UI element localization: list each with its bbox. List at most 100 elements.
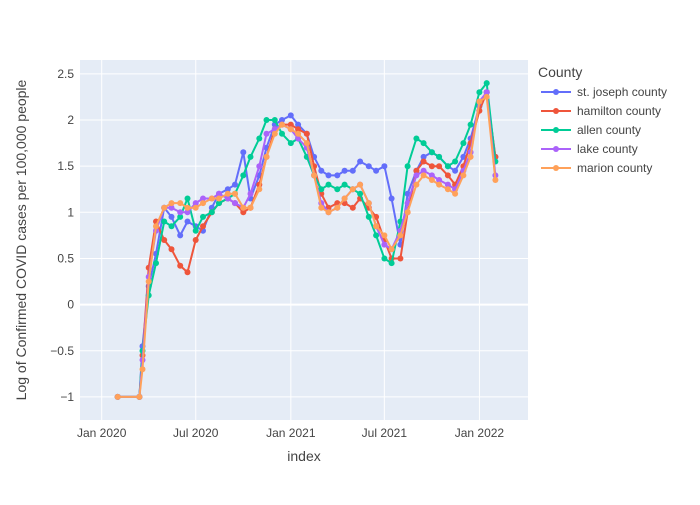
data-point[interactable] [247, 204, 254, 211]
data-point[interactable] [349, 204, 356, 211]
data-point[interactable] [263, 117, 270, 123]
data-point[interactable] [413, 167, 420, 174]
data-point[interactable] [247, 190, 254, 197]
data-point[interactable] [263, 153, 270, 160]
data-point[interactable] [325, 209, 332, 216]
data-point[interactable] [413, 181, 420, 188]
data-point[interactable] [436, 153, 443, 160]
data-point[interactable] [256, 135, 263, 142]
series-4[interactable] [114, 93, 499, 400]
data-point[interactable] [341, 181, 348, 188]
data-point[interactable] [153, 223, 159, 230]
data-point[interactable] [184, 218, 191, 225]
data-point[interactable] [325, 172, 332, 179]
data-point[interactable] [357, 190, 364, 197]
data-point[interactable] [240, 209, 247, 216]
data-point[interactable] [114, 393, 121, 400]
data-point[interactable] [428, 172, 435, 179]
data-point[interactable] [192, 200, 199, 207]
data-point[interactable] [271, 117, 278, 123]
data-point[interactable] [208, 195, 215, 202]
data-point[interactable] [373, 167, 380, 174]
data-point[interactable] [444, 172, 451, 179]
data-point[interactable] [303, 130, 310, 137]
data-point[interactable] [208, 209, 215, 216]
data-point[interactable] [153, 260, 159, 267]
data-point[interactable] [476, 98, 483, 105]
data-point[interactable] [287, 140, 294, 147]
legend-item[interactable]: hamilton county [541, 104, 661, 118]
data-point[interactable] [287, 112, 294, 119]
data-point[interactable] [184, 195, 191, 202]
data-point[interactable] [357, 181, 364, 188]
data-point[interactable] [381, 163, 388, 170]
data-point[interactable] [318, 167, 325, 174]
data-point[interactable] [397, 232, 404, 239]
data-point[interactable] [334, 186, 341, 193]
data-point[interactable] [184, 204, 191, 211]
data-point[interactable] [349, 186, 356, 193]
data-point[interactable] [161, 204, 168, 211]
data-point[interactable] [483, 93, 490, 100]
data-point[interactable] [161, 218, 168, 225]
data-point[interactable] [467, 153, 474, 160]
data-point[interactable] [420, 172, 427, 179]
data-point[interactable] [256, 186, 263, 193]
data-point[interactable] [168, 223, 175, 230]
data-point[interactable] [397, 255, 404, 262]
data-point[interactable] [318, 204, 325, 211]
data-point[interactable] [232, 190, 238, 197]
data-point[interactable] [295, 126, 302, 133]
data-point[interactable] [483, 80, 490, 87]
data-point[interactable] [452, 190, 459, 197]
data-point[interactable] [381, 232, 388, 239]
data-point[interactable] [256, 163, 263, 170]
data-point[interactable] [413, 172, 420, 179]
data-point[interactable] [279, 130, 285, 137]
data-point[interactable] [216, 190, 222, 197]
data-point[interactable] [216, 200, 222, 207]
data-point[interactable] [177, 200, 184, 207]
data-point[interactable] [334, 204, 341, 211]
legend-item[interactable]: lake county [541, 142, 638, 156]
data-point[interactable] [428, 177, 435, 183]
data-point[interactable] [240, 149, 247, 156]
data-point[interactable] [287, 126, 294, 133]
legend-items[interactable]: st. joseph county hamilton county allen co… [541, 85, 667, 175]
data-point[interactable] [240, 172, 247, 179]
data-point[interactable] [460, 140, 467, 147]
data-point[interactable] [452, 167, 459, 174]
data-point[interactable] [467, 121, 474, 128]
data-point[interactable] [373, 223, 380, 230]
data-point[interactable] [287, 121, 294, 128]
data-point[interactable] [177, 262, 184, 269]
data-point[interactable] [200, 213, 206, 220]
data-point[interactable] [232, 200, 238, 207]
data-point[interactable] [295, 135, 302, 142]
data-point[interactable] [168, 246, 175, 253]
data-point[interactable] [476, 89, 483, 96]
data-point[interactable] [404, 163, 411, 170]
data-point[interactable] [177, 209, 184, 216]
data-point[interactable] [200, 195, 206, 202]
data-point[interactable] [420, 167, 427, 174]
data-point[interactable] [184, 209, 191, 216]
data-point[interactable] [420, 158, 427, 165]
data-point[interactable] [373, 232, 380, 239]
data-point[interactable] [177, 213, 184, 220]
data-point[interactable] [365, 200, 372, 207]
data-point[interactable] [436, 177, 443, 183]
data-point[interactable] [136, 393, 143, 400]
data-point[interactable] [224, 190, 231, 197]
data-point[interactable] [145, 278, 152, 285]
data-point[interactable] [334, 172, 341, 179]
data-point[interactable] [381, 255, 388, 262]
data-point[interactable] [381, 241, 388, 248]
data-point[interactable] [224, 195, 231, 202]
legend-item[interactable]: allen county [541, 123, 641, 137]
data-point[interactable] [349, 167, 356, 174]
data-point[interactable] [460, 172, 467, 179]
data-point[interactable] [200, 223, 206, 230]
data-point[interactable] [341, 167, 348, 174]
data-point[interactable] [388, 246, 395, 253]
